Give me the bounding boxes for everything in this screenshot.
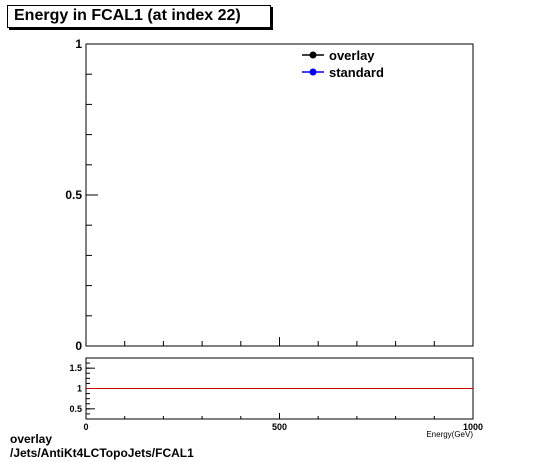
main-frame (85, 43, 474, 347)
y-tick-label: 1 (75, 37, 82, 51)
legend-marker-overlay (309, 51, 317, 59)
chart-title: Energy in FCAL1 (at index 22) (14, 7, 241, 24)
ratio-y-tick-label: 1 (77, 384, 82, 394)
footer-path: /Jets/AntiKt4LCTopoJets/FCAL1 (10, 446, 194, 460)
ratio-y-tick-label: 1.5 (69, 363, 82, 373)
ratio-y-tick-label: 0.5 (69, 404, 82, 414)
ratio-x-tick-label: 1000 (463, 422, 483, 432)
ratio-x-tick-label: 0 (83, 422, 88, 432)
main-panel: 00.51 (65, 37, 474, 353)
legend-label-overlay: overlay (329, 48, 375, 63)
y-tick-label: 0.5 (65, 188, 82, 202)
legend-label-standard: standard (329, 65, 384, 80)
chart-title-box: Energy in FCAL1 (at index 22) (7, 5, 271, 28)
x-axis-title: Energy(GeV) (426, 430, 473, 439)
y-tick-label: 0 (75, 339, 82, 353)
ratio-x-tick-label: 500 (272, 422, 287, 432)
legend: overlay standard (302, 48, 384, 80)
footer-label: overlay (10, 432, 53, 446)
legend-marker-standard (309, 68, 317, 76)
